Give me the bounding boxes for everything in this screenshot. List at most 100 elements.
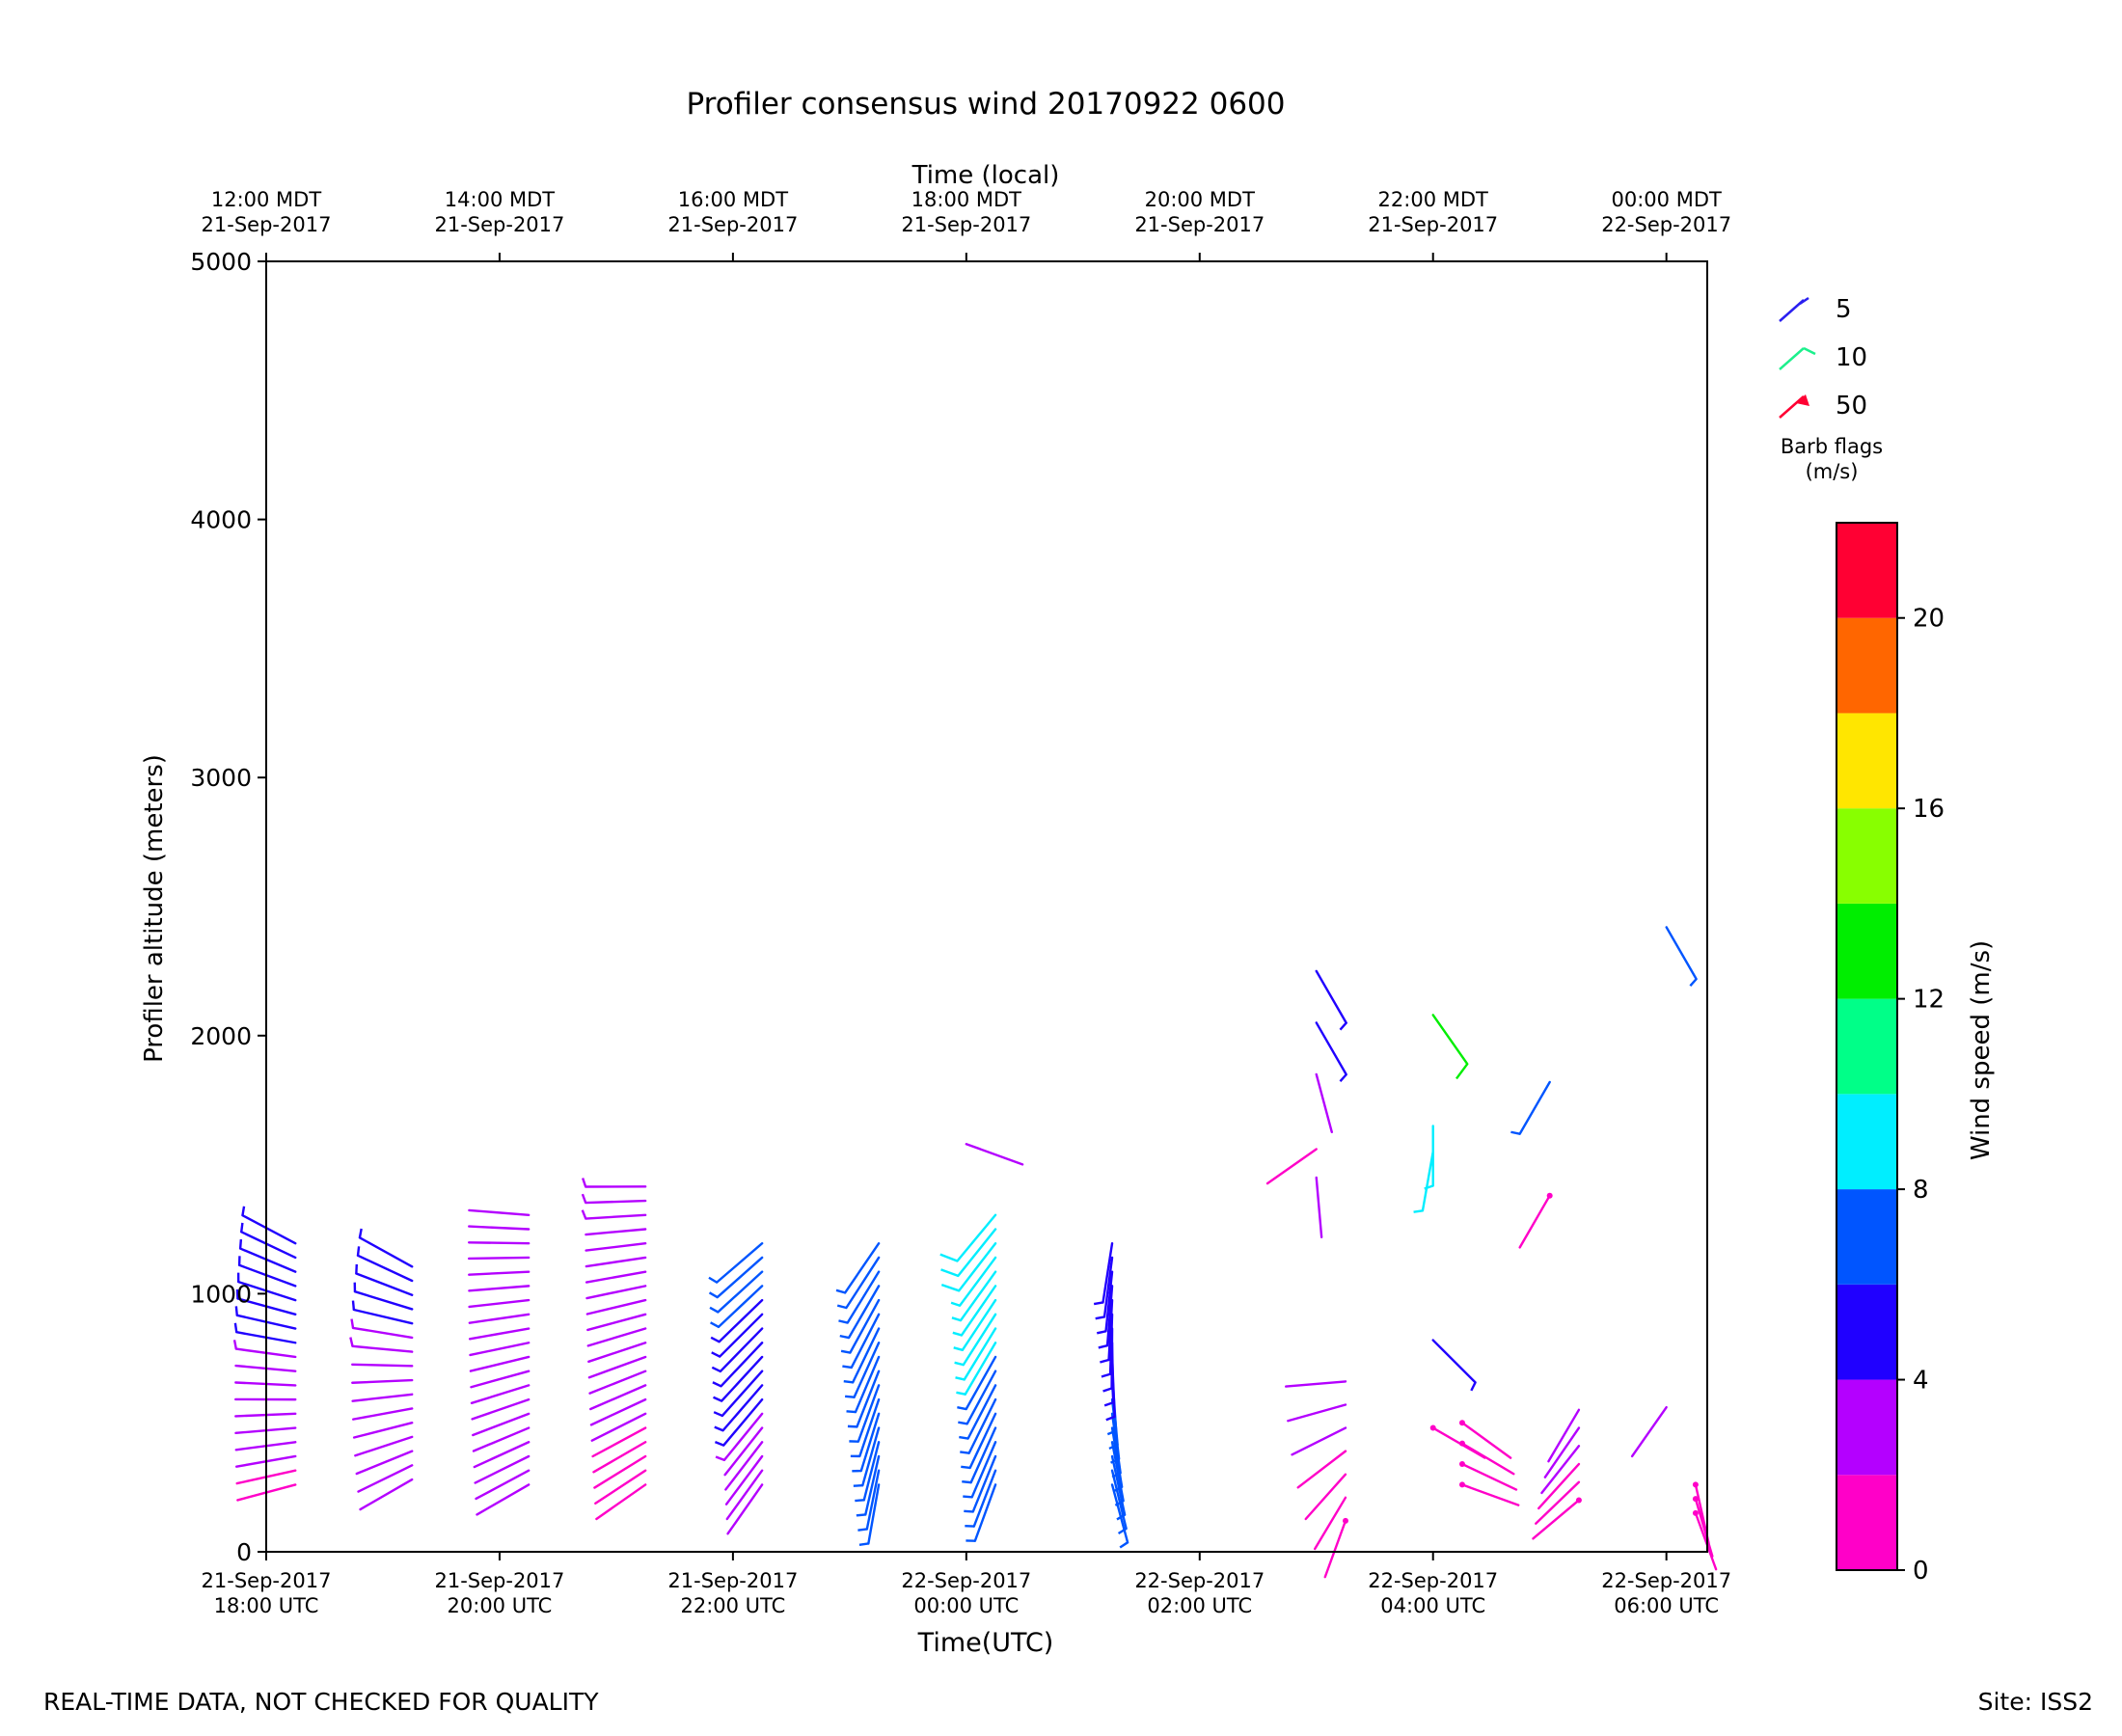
wind-barb <box>585 1228 647 1236</box>
wind-barb <box>1304 1473 1347 1521</box>
barb-shaft <box>473 1441 530 1469</box>
wind-barb <box>472 1412 530 1437</box>
barb-half-feather <box>714 1425 723 1432</box>
barb-shaft <box>719 1313 764 1358</box>
wind-barbs <box>232 926 1718 1579</box>
wind-barb <box>713 1355 764 1402</box>
wind-barb <box>836 1256 881 1310</box>
wind-barb <box>475 1469 530 1501</box>
top-tick-label: 12:00 MDT <box>211 188 321 211</box>
barb-half-feather <box>1111 1472 1122 1478</box>
barb-legend-item: 5 <box>1779 295 1852 324</box>
barb-shaft <box>845 1256 881 1310</box>
barb-feather <box>1455 1063 1469 1080</box>
barb-shaft <box>972 1469 997 1528</box>
barb-shaft <box>846 1270 881 1324</box>
wind-barb <box>961 1412 997 1470</box>
barb-shaft <box>1518 1080 1551 1135</box>
barb-shaft <box>592 1441 647 1474</box>
barb-half-feather <box>842 1365 852 1370</box>
barb-shaft <box>1315 1072 1333 1134</box>
barb-shaft <box>962 1313 997 1367</box>
wind-barb <box>1093 1242 1114 1306</box>
barb-half-feather <box>233 1322 238 1333</box>
wind-barb <box>843 1327 881 1384</box>
barb-shaft <box>467 1241 530 1245</box>
barb-shaft <box>849 1298 881 1354</box>
wind-barb <box>468 1285 530 1292</box>
barb-half-feather <box>1110 1457 1120 1464</box>
barb-shaft <box>1291 1426 1347 1456</box>
wind-barb <box>351 1378 414 1384</box>
barb-shaft <box>1694 1497 1714 1558</box>
barb-shaft <box>355 1450 414 1476</box>
barb-shaft <box>723 1426 764 1477</box>
wind-barb <box>1110 1454 1127 1521</box>
barb-legend-label: 50 <box>1836 392 1867 420</box>
chart-title: Profiler consensus wind 20170922 0600 <box>687 87 1286 122</box>
x-axis-label: Time(UTC) <box>917 1628 1054 1658</box>
wind-barb <box>1323 1517 1348 1579</box>
barb-half-feather <box>581 1209 587 1219</box>
barb-shaft <box>843 1242 881 1294</box>
wind-barb <box>468 1270 530 1276</box>
barb-shaft <box>238 1247 297 1273</box>
colorbar-tick-label: 12 <box>1913 986 1945 1015</box>
barb-half-feather <box>713 1396 722 1402</box>
wind-barb <box>957 1355 997 1411</box>
barb-half-feather <box>1108 1444 1119 1451</box>
barb-shaft <box>958 1242 997 1292</box>
barb-shaft <box>353 1289 414 1311</box>
barb-shaft <box>1518 1194 1551 1249</box>
barb-shaft <box>241 1213 297 1245</box>
top-tick-label: 21-Sep-2017 <box>1368 213 1498 236</box>
barb-shaft <box>1265 1148 1318 1185</box>
wind-barb <box>585 1298 647 1316</box>
barb-half-feather <box>235 1288 239 1299</box>
wind-barb <box>589 1384 647 1411</box>
barb-shaft <box>468 1298 530 1309</box>
wind-barb <box>1665 926 1698 987</box>
wind-barb <box>355 1450 414 1476</box>
wind-barb <box>594 1469 647 1505</box>
wind-barb <box>1315 969 1347 1031</box>
y-tick-label: 0 <box>236 1538 252 1566</box>
wind-barb <box>715 1412 764 1462</box>
wind-barb <box>954 1313 997 1367</box>
wind-barb <box>842 1313 881 1370</box>
barb-shaft <box>1535 1480 1581 1525</box>
barb-shaft <box>867 1483 881 1545</box>
wind-barb <box>1458 1481 1520 1506</box>
barb-half-feather <box>1093 1301 1103 1306</box>
barb-half-feather <box>1105 1415 1116 1422</box>
wind-barb <box>708 1242 764 1284</box>
barb-half-feather <box>858 1542 869 1547</box>
top-tick-label: 22-Sep-2017 <box>1601 213 1731 236</box>
wind-barb <box>476 1483 530 1516</box>
wind-barb <box>470 1384 530 1405</box>
barb-shaft <box>1315 1021 1347 1076</box>
barb-shaft <box>475 1469 530 1501</box>
barb-shaft <box>585 1270 647 1284</box>
wind-barb <box>349 1337 414 1353</box>
barb-shaft <box>1540 1445 1581 1495</box>
wind-barb <box>939 1213 997 1262</box>
wind-barb <box>708 1256 764 1299</box>
wind-barb <box>472 1426 530 1452</box>
barb-shaft <box>967 1397 997 1454</box>
wind-barb <box>856 1454 881 1517</box>
wind-barb <box>846 1355 881 1414</box>
wind-barb <box>586 1327 647 1347</box>
wind-barb <box>467 1241 530 1245</box>
x-tick-label: 22:00 UTC <box>680 1594 785 1617</box>
colorbar-bin <box>1836 1475 1897 1570</box>
top-tick-label: 14:00 MDT <box>445 188 555 211</box>
wind-barb <box>473 1441 530 1469</box>
x-tick-label: 00:00 UTC <box>913 1594 1019 1617</box>
barb-shaft <box>587 1342 647 1364</box>
wind-barb <box>1431 1339 1477 1392</box>
barb-half-feather <box>1339 1021 1347 1031</box>
wind-barb <box>591 1426 647 1458</box>
barb-shaft <box>1630 1405 1668 1458</box>
barb-shaft <box>470 1384 530 1405</box>
